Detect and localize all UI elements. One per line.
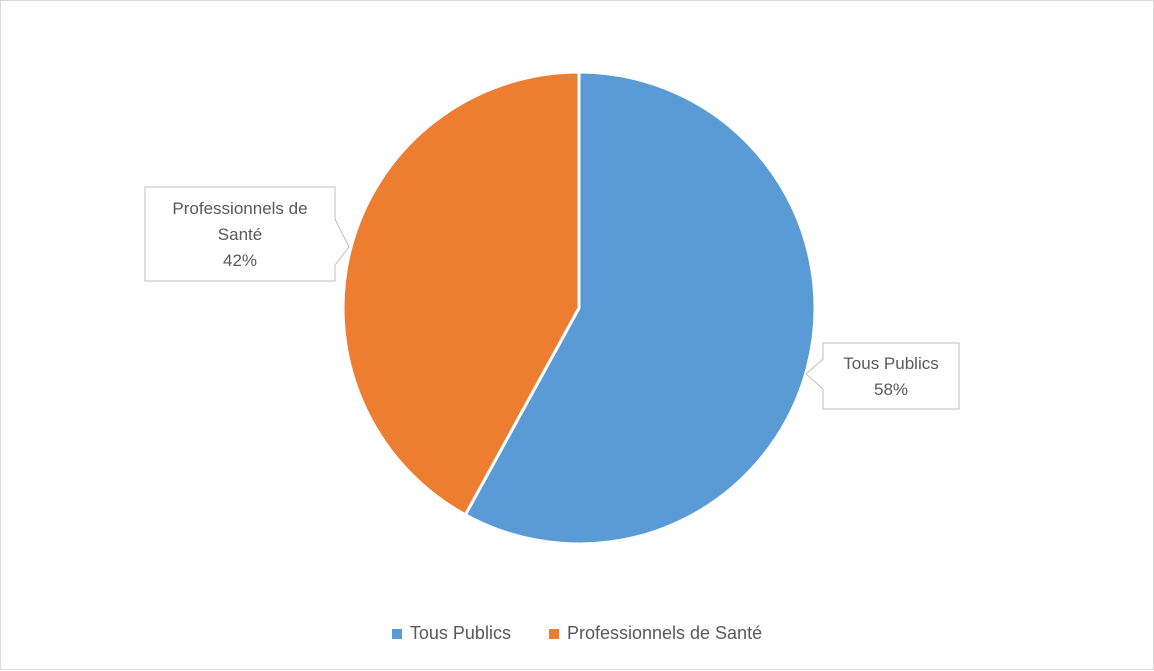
legend-item-professionnels-de-sante: Professionnels de Santé	[548, 623, 763, 644]
data-label-box	[144, 186, 350, 282]
legend-label: Tous Publics	[409, 623, 511, 643]
pie-slice-professionnels-de-sante	[341, 70, 581, 517]
data-label-value: 42%	[223, 251, 257, 270]
legend-item-tous-publics: Tous Publics	[391, 623, 511, 644]
data-label-box	[805, 342, 960, 410]
pie-slice-tous-publics	[463, 70, 817, 546]
data-label-category: Professionnels de	[172, 199, 307, 218]
data-label-professionnels-de-sante: Professionnels de Santé 42%	[144, 186, 350, 282]
legend-label: Professionnels de Santé	[566, 623, 763, 643]
data-label-value: 58%	[874, 380, 908, 399]
legend-swatch	[548, 628, 559, 639]
legend-swatch	[391, 628, 402, 639]
data-label-tous-publics: Tous Publics 58%	[805, 342, 960, 410]
chart-legend: Tous Publics Professionnels de Santé	[1, 623, 1153, 644]
data-label-category: Tous Publics	[843, 354, 938, 373]
data-label-category: Santé	[218, 225, 262, 244]
